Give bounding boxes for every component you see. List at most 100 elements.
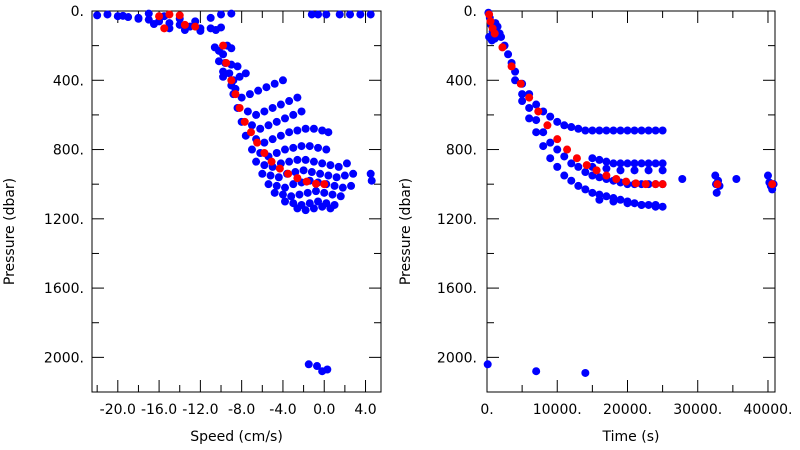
data-point [567, 176, 576, 185]
data-point [532, 128, 541, 137]
data-point [256, 124, 265, 133]
x-tick-label: 20000. [603, 402, 652, 418]
data-point [260, 161, 269, 170]
data-point [227, 9, 236, 18]
data-point [658, 159, 667, 168]
data-point [602, 126, 611, 135]
data-point [266, 171, 275, 180]
data-point [281, 197, 290, 206]
data-point [258, 169, 267, 178]
data-point [301, 155, 310, 164]
data-point [712, 188, 721, 197]
x-tick-label: -8.0 [228, 402, 255, 418]
y-axis-title: Pressure (dbar) [2, 178, 18, 285]
data-point [644, 159, 653, 168]
mean-data-point [485, 10, 494, 19]
data-point [264, 121, 273, 130]
mean-data-point [525, 93, 534, 102]
data-point [289, 143, 298, 152]
data-point [318, 126, 327, 135]
data-point [366, 10, 375, 19]
data-point [233, 62, 242, 71]
data-point [278, 190, 287, 199]
y-tick-label: 800. [53, 143, 84, 159]
data-point [637, 159, 646, 168]
y-tick-label: 1200. [44, 212, 84, 228]
data-point [602, 157, 611, 166]
data-point [347, 181, 356, 190]
data-point [219, 50, 228, 59]
data-point [291, 168, 300, 177]
mean-data-point [302, 177, 311, 186]
data-point [293, 155, 302, 164]
data-point [323, 365, 332, 374]
data-point [525, 114, 534, 123]
data-point [497, 32, 506, 41]
data-point [144, 9, 153, 18]
data-point [211, 26, 220, 35]
data-point [281, 145, 290, 154]
mean-data-point [240, 117, 249, 126]
mean-data-point [267, 157, 276, 166]
x-tick-label: 0.0 [313, 402, 335, 418]
data-point [630, 126, 639, 135]
mean-data-point [641, 180, 650, 189]
mean-data-point [658, 180, 667, 189]
data-point [567, 123, 576, 132]
mean-data-point [563, 145, 572, 154]
y-tick-label: 400. [53, 73, 84, 89]
data-point [546, 154, 555, 163]
data-point [241, 69, 250, 78]
data-point [247, 121, 256, 130]
x-axis-title: Speed (cm/s) [190, 429, 283, 445]
mean-data-point [543, 121, 552, 130]
data-point [518, 97, 527, 106]
data-point [252, 157, 261, 166]
data-point [595, 126, 604, 135]
data-point [658, 126, 667, 135]
data-point [309, 157, 318, 166]
data-point [247, 145, 256, 154]
mean-data-point [651, 180, 660, 189]
y-tick-label: 0. [71, 4, 84, 20]
data-point [630, 199, 639, 208]
data-point [313, 362, 322, 371]
data-point [330, 181, 339, 190]
data-point [546, 112, 555, 121]
data-point [268, 135, 277, 144]
y-tick-label: 2000. [44, 350, 84, 366]
mean-data-point [553, 135, 562, 144]
data-point [342, 159, 351, 168]
data-point [616, 126, 625, 135]
data-point [539, 128, 548, 137]
mean-data-point [486, 17, 495, 26]
data-point [118, 11, 127, 20]
data-point [366, 169, 375, 178]
data-point [93, 11, 102, 20]
plot-frame [91, 10, 382, 393]
mean-data-point [235, 103, 244, 112]
data-point [270, 79, 279, 88]
mean-data-point [490, 29, 499, 38]
data-point [637, 126, 646, 135]
data-point [574, 181, 583, 190]
data-point [651, 159, 660, 168]
data-point [217, 10, 226, 19]
y-tick-label: 1600. [44, 281, 84, 297]
data-point [245, 90, 254, 99]
mean-data-point [498, 43, 507, 52]
data-point [262, 83, 271, 92]
data-point [285, 157, 294, 166]
data-point [276, 131, 285, 140]
mean-data-point [227, 76, 236, 85]
data-point [553, 145, 562, 154]
data-point [289, 180, 298, 189]
data-point [546, 138, 555, 147]
data-point [588, 154, 597, 163]
mean-data-point [231, 90, 240, 99]
data-point [560, 121, 569, 130]
data-point [581, 185, 590, 194]
data-point [276, 100, 285, 109]
x-tick-label: 40000. [743, 402, 792, 418]
